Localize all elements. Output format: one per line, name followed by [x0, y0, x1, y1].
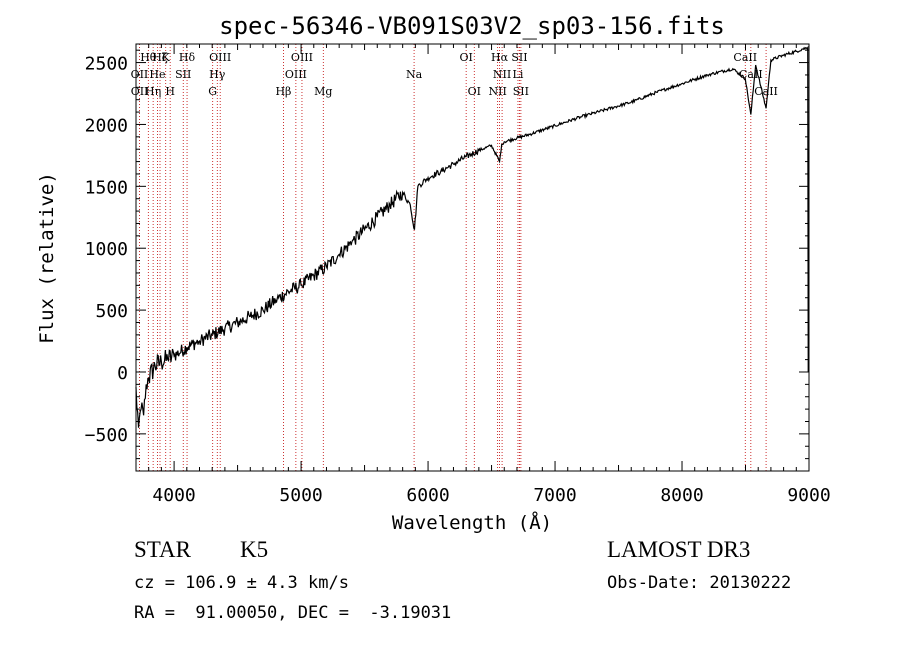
x-tick-label: 8000 [660, 485, 703, 506]
y-tick-label: 2500 [85, 54, 128, 75]
line-label: He [149, 68, 165, 81]
obs-date: Obs-Date: 20130222 [607, 573, 792, 593]
line-label: OIII [291, 51, 313, 64]
redshift-value: cz = 106.9 ± 4.3 km/s [134, 573, 349, 593]
y-axis-label: Flux (relative) [36, 172, 58, 344]
line-label: Hθ [140, 51, 157, 64]
y-axis: −500 0 500 1000 1500 2000 2500 [85, 49, 809, 472]
reference-lines [139, 44, 767, 471]
object-subclass: K5 [240, 537, 269, 562]
line-label: Hβ [275, 85, 291, 98]
y-tick-label: 1000 [85, 239, 128, 260]
line-label: Hζ [152, 51, 168, 64]
chart-title: spec-56346-VB091S03V2_sp03-156.fits [219, 12, 725, 40]
line-label: Na [406, 68, 423, 81]
x-tick-label: 5000 [279, 485, 322, 506]
line-label: Mg [314, 85, 332, 98]
line-label: Hδ [179, 51, 196, 64]
line-label: OIII [209, 51, 231, 64]
x-axis-label: Wavelength (Å) [392, 511, 552, 534]
line-label: Hα [491, 51, 509, 64]
x-tick-label: 7000 [533, 485, 576, 506]
y-tick-label: 2000 [85, 115, 128, 136]
x-tick-label: 9000 [787, 485, 830, 506]
y-tick-label: −500 [85, 425, 128, 446]
line-label: NII [493, 68, 511, 81]
line-label: CaII [754, 85, 778, 98]
y-tick-label: 1500 [85, 177, 128, 198]
spectrum-line [135, 45, 809, 428]
line-label: CaII [733, 51, 757, 64]
line-label: Li [513, 68, 524, 81]
line-label: SII [175, 68, 191, 81]
object-class: STAR [134, 537, 191, 562]
x-tick-label: 4000 [152, 485, 195, 506]
line-label: OIII [285, 68, 307, 81]
survey-name: LAMOST DR3 [607, 537, 751, 562]
line-label: G [208, 85, 217, 98]
y-tick-label: 0 [117, 363, 128, 384]
line-label: OI [468, 85, 481, 98]
line-label: SII [511, 51, 527, 64]
plot-frame [135, 43, 810, 472]
y-tick-label: 500 [95, 301, 128, 322]
line-label: OII [131, 85, 149, 98]
line-label: NII [488, 85, 506, 98]
coordinates: RA = 91.00050, DEC = -3.19031 [134, 603, 452, 623]
line-label: Hγ [209, 68, 226, 81]
line-label: OI [459, 51, 472, 64]
line-label: Hη [145, 85, 161, 98]
line-label: SII [513, 85, 529, 98]
x-tick-label: 6000 [406, 485, 449, 506]
x-axis: 4000 5000 6000 7000 8000 9000 [135, 44, 831, 506]
line-label: H [165, 85, 175, 98]
line-label: K [162, 51, 171, 64]
